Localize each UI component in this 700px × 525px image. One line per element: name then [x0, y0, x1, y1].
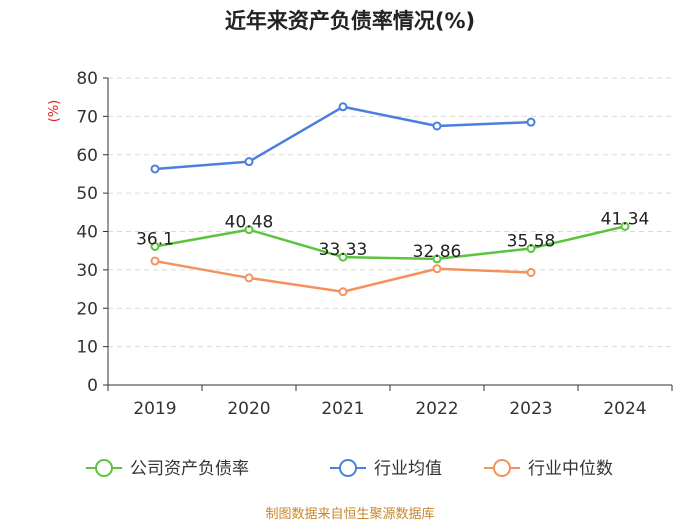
data-label: 36.1 — [136, 229, 174, 249]
series-line — [154, 225, 626, 261]
data-label: 32.86 — [413, 242, 462, 262]
source-note: 制图数据来自恒生聚源数据库 — [265, 506, 434, 522]
x-tick-label: 2020 — [227, 399, 270, 419]
data-point — [338, 252, 348, 262]
x-tick-label: 2024 — [603, 399, 646, 419]
data-label: 33.33 — [319, 240, 368, 260]
x-tick-label: 2019 — [133, 399, 176, 419]
data-label: 35.58 — [507, 231, 556, 251]
y-tick-label: 20 — [76, 299, 98, 319]
data-point — [150, 241, 160, 251]
legend-item: 行业中位数 — [484, 459, 613, 479]
legend-item: 行业均值 — [330, 459, 442, 479]
legend-label: 公司资产负债率 — [130, 459, 249, 479]
x-tick-label: 2023 — [509, 399, 552, 419]
data-point — [244, 273, 254, 283]
data-point — [526, 243, 536, 253]
legend-label: 行业均值 — [374, 459, 442, 479]
data-point — [432, 264, 442, 274]
y-tick-label: 30 — [76, 261, 98, 281]
data-point — [150, 256, 160, 266]
data-point — [244, 157, 254, 167]
x-tick-label: 2022 — [415, 399, 458, 419]
data-label: 41.34 — [601, 209, 650, 229]
data-point — [244, 225, 254, 235]
data-label: 40.48 — [225, 213, 274, 233]
data-point — [620, 221, 630, 231]
data-point — [526, 268, 536, 278]
x-tick-label: 2021 — [321, 399, 364, 419]
legend-item: 公司资产负债率 — [86, 459, 249, 479]
grid-lines — [108, 77, 672, 348]
data-point — [338, 287, 348, 297]
y-tick-label: 60 — [76, 146, 98, 166]
y-tick-label: 70 — [76, 107, 98, 127]
legend-marker — [95, 459, 113, 477]
data-labels: 36.1 40.48 33.33 32.86 35.58 41.34 — [136, 209, 649, 262]
data-point — [432, 254, 442, 264]
y-tick-label: 50 — [76, 184, 98, 204]
legend: 公司资产负债率 行业均值 行业中位数 — [86, 459, 613, 479]
data-point — [150, 164, 160, 174]
series-group — [150, 102, 630, 297]
y-axis-label: (%) — [47, 100, 62, 123]
data-point — [432, 121, 442, 131]
legend-marker — [493, 459, 511, 477]
chart-title: 近年来资产负债率情况(%) — [225, 9, 475, 33]
legend-label: 行业中位数 — [528, 459, 613, 479]
y-tick-label: 10 — [76, 338, 98, 358]
y-tick-label: 40 — [76, 223, 98, 243]
axes: 0 10 20 30 40 50 60 70 80 2019 2020 2021 2022 2023 202… — [76, 69, 673, 419]
legend-marker — [339, 459, 357, 477]
y-tick-label: 0 — [87, 376, 98, 396]
y-tick-label: 80 — [76, 69, 98, 89]
series-line — [154, 259, 532, 293]
data-point — [526, 117, 536, 127]
data-point — [338, 102, 348, 112]
